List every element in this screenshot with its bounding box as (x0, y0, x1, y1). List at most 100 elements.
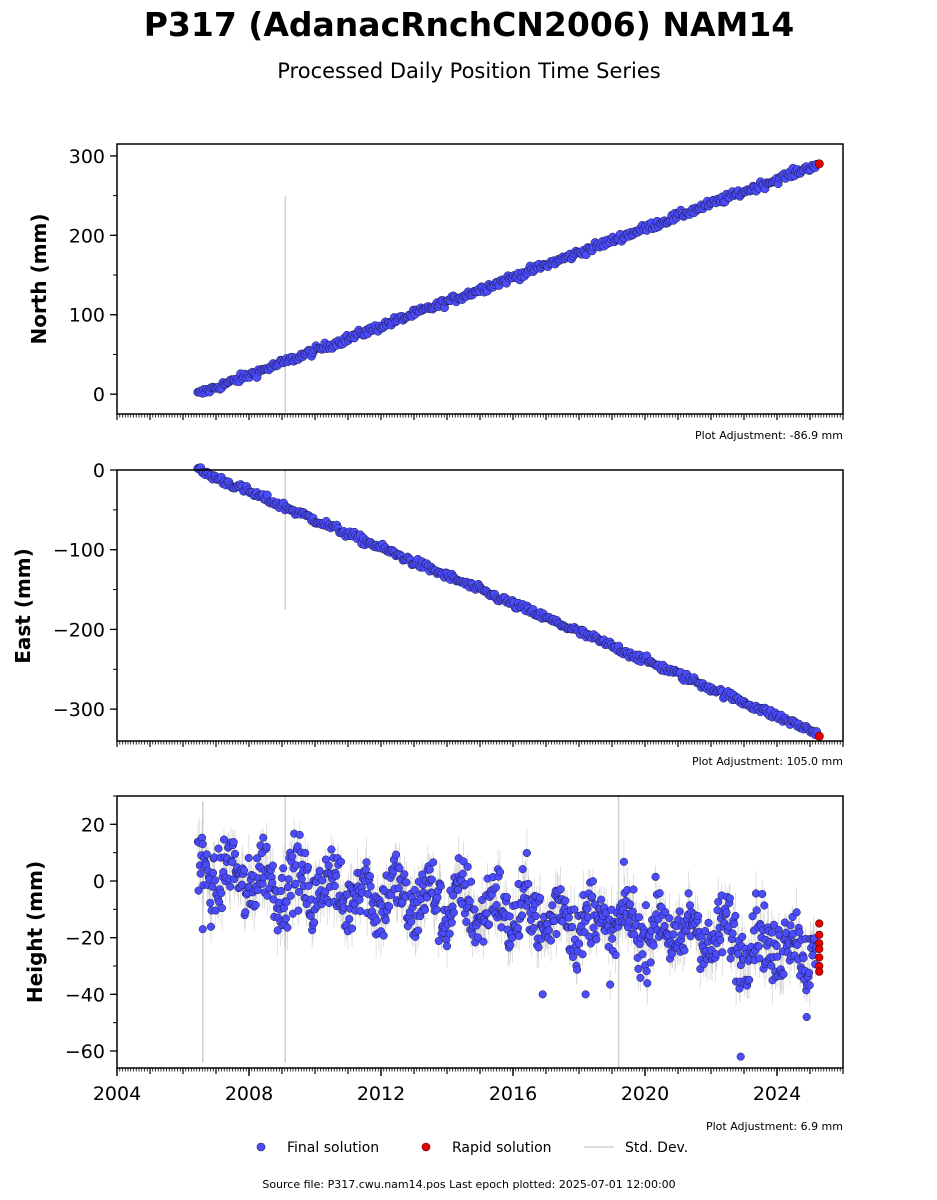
height-final-point (718, 948, 727, 957)
north-plot-frame (116, 143, 844, 415)
height-final-point (449, 891, 458, 900)
height-final-point (345, 914, 354, 924)
height-final-point (283, 882, 293, 892)
height-final-point (294, 887, 304, 896)
height-final-point (467, 877, 476, 886)
height-final-point (226, 882, 235, 891)
legend-final-label: Final solution (287, 1140, 379, 1156)
height-final-point (626, 900, 635, 909)
height-rapid-point (815, 930, 824, 939)
height-x-ticks: 2004 2008 2012 2016 2020 2024 (93, 1068, 844, 1105)
height-final-point (356, 907, 365, 916)
north-plot-adjustment: Plot Adjustment: -86.9 mm (695, 429, 843, 442)
north-x-ticks (116, 414, 844, 420)
height-final-point (284, 875, 293, 884)
height-final-point (748, 912, 757, 921)
height-final-point (754, 942, 763, 951)
height-rapid-point (815, 953, 824, 962)
height-final-point (729, 919, 739, 928)
height-final-point (211, 876, 220, 885)
legend-rapid-label: Rapid solution (452, 1140, 552, 1156)
height-final-point (535, 893, 544, 902)
height-outlier-point (538, 990, 547, 999)
height-final-point (573, 965, 582, 974)
height-final-point (534, 943, 543, 952)
east-marks (193, 463, 824, 741)
height-final-point (546, 936, 555, 945)
height-final-point (306, 911, 315, 921)
height-marks (193, 796, 824, 1068)
height-final-point (324, 861, 333, 870)
height-final-point (548, 901, 557, 910)
height-final-point (279, 864, 288, 873)
height-final-point (407, 917, 416, 926)
height-final-point (661, 907, 670, 917)
height-final-point (442, 942, 452, 951)
height-final-point (651, 872, 660, 881)
height-x-tick-label: 2004 (93, 1083, 141, 1105)
height-final-point (665, 914, 674, 923)
height-final-point (638, 950, 647, 959)
height-y-tick-label: −60 (65, 1041, 105, 1063)
height-final-point (447, 918, 456, 927)
height-final-point (564, 913, 573, 922)
east-axis-label: East (mm) (11, 548, 35, 664)
chart-title: P317 (AdanacRnchCN2006) NAM14 (144, 5, 795, 44)
height-final-point (758, 889, 767, 899)
height-final-point (492, 901, 501, 910)
east-x-ticks (116, 741, 844, 747)
height-final-point (458, 869, 467, 878)
height-final-point (769, 920, 778, 929)
height-final-point (414, 926, 423, 935)
north-axis-label: North (mm) (27, 213, 51, 344)
height-final-point (244, 853, 253, 863)
north-marks (193, 159, 824, 413)
height-final-point (402, 878, 411, 887)
height-final-point (634, 913, 644, 922)
height-final-point (241, 908, 250, 917)
height-final-point (217, 904, 226, 913)
north-panel: 0 100 200 300 North (mm) Plot Adjustment: -… (27, 143, 844, 442)
height-axis-label: Height (mm) (23, 861, 47, 1003)
height-final-point (636, 973, 645, 982)
height-final-point (786, 921, 795, 930)
height-final-point (219, 835, 229, 844)
height-final-point (795, 928, 804, 937)
height-final-point (505, 912, 514, 921)
height-final-point (355, 895, 364, 904)
height-final-point (259, 833, 268, 842)
height-final-point (641, 901, 650, 910)
height-final-point (281, 914, 290, 923)
height-final-point (755, 954, 764, 963)
height-final-point (606, 980, 615, 989)
height-final-point (608, 934, 617, 943)
height-final-point (716, 935, 725, 945)
height-final-point (805, 981, 814, 990)
height-final-point (588, 892, 597, 901)
height-final-point (297, 875, 306, 884)
height-final-point (686, 932, 695, 941)
height-final-point (286, 891, 295, 900)
height-final-point (332, 871, 341, 880)
north-rapid-point (814, 159, 824, 169)
height-final-point (586, 939, 595, 948)
height-final-point (303, 863, 313, 872)
height-final-point (713, 906, 722, 915)
source-footer: Source file: P317.cwu.nam14.pos Last epo… (262, 1178, 675, 1191)
height-x-tick-label: 2020 (621, 1083, 669, 1105)
east-y-tick-label: 0 (93, 460, 105, 482)
east-panel: 0 −100 −200 −300 East (mm) Plot Adjustment:… (11, 460, 844, 768)
height-final-point (336, 857, 346, 866)
height-final-point (799, 954, 808, 963)
height-final-point (288, 852, 297, 861)
height-final-point (808, 951, 817, 960)
height-final-point (517, 911, 527, 920)
height-final-point (268, 879, 277, 888)
height-final-point (283, 923, 292, 932)
height-final-point (760, 901, 769, 910)
height-final-point (262, 842, 271, 851)
height-x-tick-label: 2024 (753, 1083, 801, 1105)
height-y-tick-label: 20 (81, 814, 105, 836)
height-final-point (722, 908, 731, 917)
height-final-point (772, 941, 781, 951)
